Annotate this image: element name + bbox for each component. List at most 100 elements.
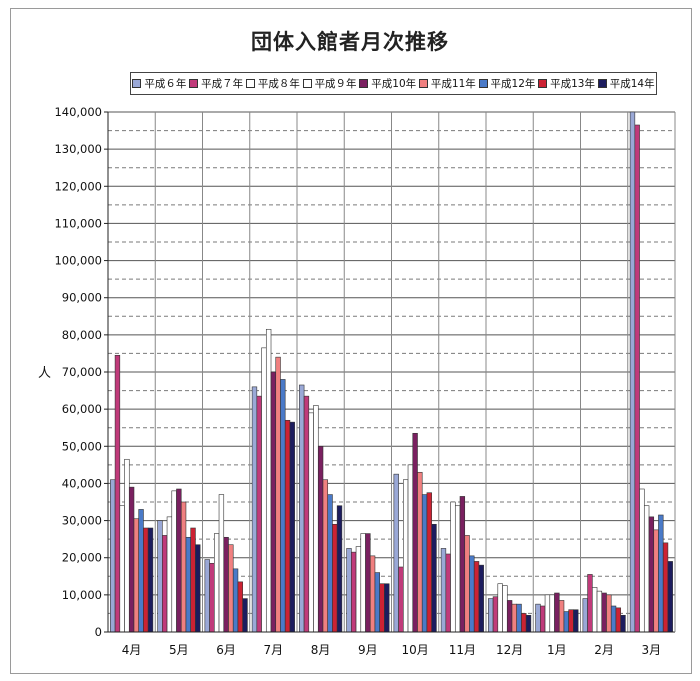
bar: [454, 505, 461, 633]
legend-swatch: [418, 79, 428, 88]
bar: [232, 568, 239, 633]
bar: [497, 583, 503, 633]
bar: [351, 551, 357, 633]
bar: [204, 559, 210, 633]
bar: [336, 505, 343, 633]
bar: [492, 596, 499, 633]
bar: [114, 354, 121, 633]
bar: [398, 566, 404, 633]
bar: [209, 562, 215, 633]
y-tick-label: 100,000: [54, 254, 102, 268]
bar: [162, 535, 168, 633]
bar: [643, 505, 650, 633]
y-tick-label: 110,000: [54, 216, 102, 230]
bar: [355, 546, 362, 633]
x-tick-label: 6月: [216, 643, 236, 657]
y-tick-label: 50,000: [62, 439, 102, 453]
legend-label: 平成７年: [201, 78, 244, 90]
bar: [606, 594, 612, 633]
bar: [639, 488, 645, 633]
bar: [540, 605, 546, 633]
bar: [289, 421, 295, 633]
bar: [426, 492, 432, 633]
legend-item: 平成11年: [418, 76, 476, 91]
bar: [369, 555, 376, 633]
legend-label: 平成８年: [257, 78, 300, 90]
y-tick-label: 60,000: [62, 402, 102, 416]
bar: [124, 458, 130, 633]
x-tick-label: 12月: [496, 643, 523, 657]
y-tick-label: 0: [95, 625, 102, 639]
bar: [228, 544, 234, 633]
bar: [658, 514, 664, 633]
bar: [374, 572, 380, 633]
bar: [450, 501, 456, 633]
bar: [596, 590, 603, 633]
legend-item: 平成10年: [359, 76, 416, 91]
bar: [393, 473, 399, 633]
legend-swatch: [245, 79, 255, 88]
bar: [346, 548, 352, 633]
bar: [365, 533, 371, 633]
bar: [459, 496, 466, 633]
y-tick-label: 10,000: [62, 588, 102, 602]
bar: [506, 600, 513, 633]
bar: [308, 412, 314, 633]
bar: [185, 536, 191, 633]
legend-label: 平成12年: [490, 78, 536, 90]
bar: [166, 516, 173, 633]
bar: [360, 533, 366, 633]
bar: [469, 555, 475, 633]
bar: [284, 419, 291, 633]
bar: [171, 490, 177, 633]
legend-label: 平成10年: [371, 78, 417, 90]
bar: [327, 494, 333, 633]
bar: [511, 603, 518, 633]
legend-label: 平成11年: [430, 78, 476, 90]
bar: [176, 488, 182, 633]
legend-label: 平成14年: [609, 78, 655, 90]
x-tick-label: 4月: [122, 643, 142, 657]
bar: [629, 111, 636, 633]
bar: [332, 523, 338, 633]
bar: [544, 594, 551, 633]
bar: [431, 523, 437, 633]
y-tick-label: 30,000: [62, 514, 102, 528]
bar: [478, 564, 484, 633]
bar: [554, 592, 560, 633]
bar: [412, 432, 418, 633]
bar: [407, 464, 414, 633]
bar: [313, 405, 319, 633]
bar: [214, 533, 220, 633]
bar: [242, 598, 248, 633]
y-tick-label: 70,000: [62, 365, 102, 379]
bar: [299, 384, 305, 633]
legend-item: 平成12年: [478, 76, 536, 91]
bar: [256, 395, 262, 633]
legend-label: 平成９年: [314, 78, 357, 90]
bar: [195, 544, 201, 633]
y-tick-label: 140,000: [54, 105, 102, 119]
bar: [261, 347, 267, 633]
bar: [653, 529, 659, 633]
bar: [601, 592, 607, 633]
x-tick-label: 9月: [358, 643, 378, 657]
bar: [270, 371, 277, 633]
y-tick-label: 20,000: [62, 551, 102, 565]
legend-swatch: [189, 79, 199, 88]
bar: [558, 600, 565, 633]
legend-swatch: [538, 79, 548, 88]
bar: [280, 379, 286, 633]
bar: [251, 386, 258, 633]
y-tick-label: 40,000: [62, 476, 102, 490]
legend-swatch: [597, 79, 607, 88]
bar: [549, 594, 555, 633]
y-tick-label: 80,000: [62, 328, 102, 342]
bar: [525, 614, 532, 633]
legend-swatch: [132, 79, 142, 88]
legend-item: 平成14年: [597, 76, 655, 91]
bar: [275, 356, 281, 633]
legend-item: 平成８年: [245, 76, 300, 91]
y-tick-label: 90,000: [62, 291, 102, 305]
